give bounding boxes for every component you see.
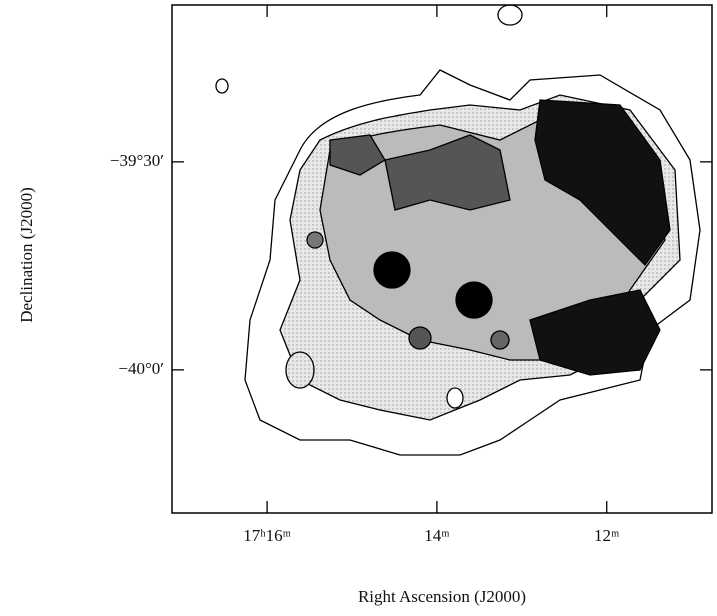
contour-image	[215, 4, 701, 456]
x-tick-label: 14ᵐ	[424, 526, 449, 545]
plot-frame	[171, 4, 713, 514]
y-axis-label: Declination (J2000)	[17, 187, 36, 323]
y-tick-label: −39°30′	[110, 151, 164, 170]
x-axis-label: Right Ascension (J2000)	[358, 587, 526, 606]
x-tick-label: 17ʰ16ᵐ	[243, 526, 291, 545]
x-tick-label: 12ᵐ	[594, 526, 619, 545]
y-tick-label: −40°0′	[118, 359, 164, 378]
